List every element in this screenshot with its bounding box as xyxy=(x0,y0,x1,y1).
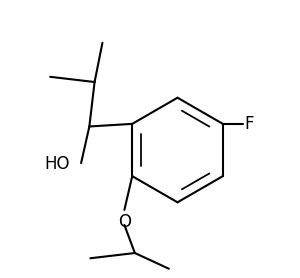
Text: HO: HO xyxy=(45,155,70,173)
Text: O: O xyxy=(118,213,131,231)
Text: F: F xyxy=(245,115,254,133)
